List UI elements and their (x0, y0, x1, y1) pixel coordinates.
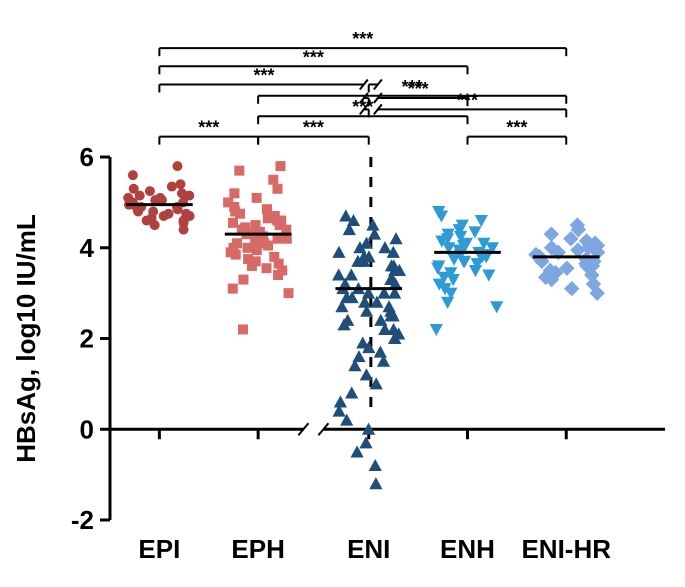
data-point (243, 254, 253, 264)
data-point (268, 175, 278, 185)
x-tick-label: ENI (347, 534, 390, 564)
data-point (369, 459, 382, 471)
sig-label: *** (506, 118, 527, 138)
data-point (228, 284, 238, 294)
data-point (234, 166, 244, 176)
data-point (272, 184, 282, 194)
data-point (374, 346, 387, 358)
y-tick-label: 4 (80, 233, 95, 263)
y-tick-label: 0 (80, 414, 94, 444)
sig-label: *** (198, 118, 219, 138)
data-point (475, 215, 488, 227)
data-point (382, 300, 395, 312)
data-point (240, 222, 250, 232)
x-tick-label: ENI-HR (521, 534, 611, 564)
y-tick-label: -2 (71, 505, 94, 535)
sig-label: *** (254, 65, 275, 85)
sig-bracket: *** (159, 29, 566, 56)
data-point (345, 268, 358, 280)
data-point (345, 386, 358, 398)
y-axis-label: HBsAg, log10 IU/mL (11, 214, 41, 463)
sig-bracket: *** (360, 79, 468, 106)
y-tick-label: 6 (80, 142, 94, 172)
chart-svg: -2 0 2 4 6 HBsAg, log10 IU/mL EPI EPH ENI ENH ENI-… (0, 0, 685, 587)
sig-label: *** (408, 79, 429, 99)
sig-bracket: *** (159, 47, 467, 74)
data-point (129, 184, 139, 194)
sig-bracket: *** (360, 90, 566, 117)
data-point (441, 297, 454, 309)
sig-bracket: *** (258, 118, 369, 145)
sig-bracket: *** (467, 118, 566, 145)
data-point (155, 193, 165, 203)
data-point (128, 170, 138, 180)
data-point (332, 246, 345, 258)
x-tick-label: EPH (231, 534, 284, 564)
data-point (145, 186, 155, 196)
data-point (356, 336, 369, 348)
sig-label: *** (303, 118, 324, 138)
y-tick-label: 2 (80, 324, 94, 354)
data-point (175, 179, 185, 189)
series-ENI (332, 209, 406, 489)
data-point (544, 226, 559, 241)
data-point (430, 324, 443, 336)
data-point (339, 209, 352, 221)
data-point (148, 206, 158, 216)
sig-bracket: *** (159, 118, 258, 145)
data-point (490, 301, 503, 313)
data-point (238, 275, 248, 285)
data-point (167, 182, 177, 192)
data-point (378, 241, 391, 253)
data-point (223, 197, 233, 207)
data-point (172, 161, 182, 171)
sig-label: *** (303, 47, 324, 67)
data-point (360, 368, 373, 380)
data-point (332, 268, 345, 280)
sig-label: *** (352, 29, 373, 49)
data-point (262, 204, 272, 214)
x-tick-label: EPI (138, 534, 180, 564)
series-EPI (123, 161, 194, 235)
data-point (341, 314, 354, 326)
data-point (232, 238, 242, 248)
data-point (181, 209, 191, 219)
data-point (251, 220, 261, 230)
data-point (359, 436, 372, 448)
data-point (468, 226, 481, 238)
data-point (262, 263, 272, 273)
series-EPH (223, 161, 293, 334)
data-point (228, 218, 238, 228)
series-ENH (430, 206, 504, 336)
data-point (275, 161, 285, 171)
data-point (482, 270, 495, 282)
data-point (123, 193, 133, 203)
x-tick-label: ENH (440, 534, 495, 564)
series-ENI-HR (528, 217, 605, 300)
data-point (229, 188, 239, 198)
data-point (369, 477, 382, 489)
data-point (389, 232, 402, 244)
sig-bracket: *** (159, 65, 381, 92)
data-point (269, 252, 279, 262)
data-point (164, 209, 174, 219)
data-point (252, 193, 262, 203)
data-point (177, 188, 187, 198)
scatter-chart: -2 0 2 4 6 HBsAg, log10 IU/mL EPI EPH ENI ENH ENI-… (0, 0, 685, 587)
data-point (284, 288, 294, 298)
data-point (334, 395, 347, 407)
data-point (366, 218, 379, 230)
data-point (238, 324, 248, 334)
data-point (564, 281, 579, 296)
